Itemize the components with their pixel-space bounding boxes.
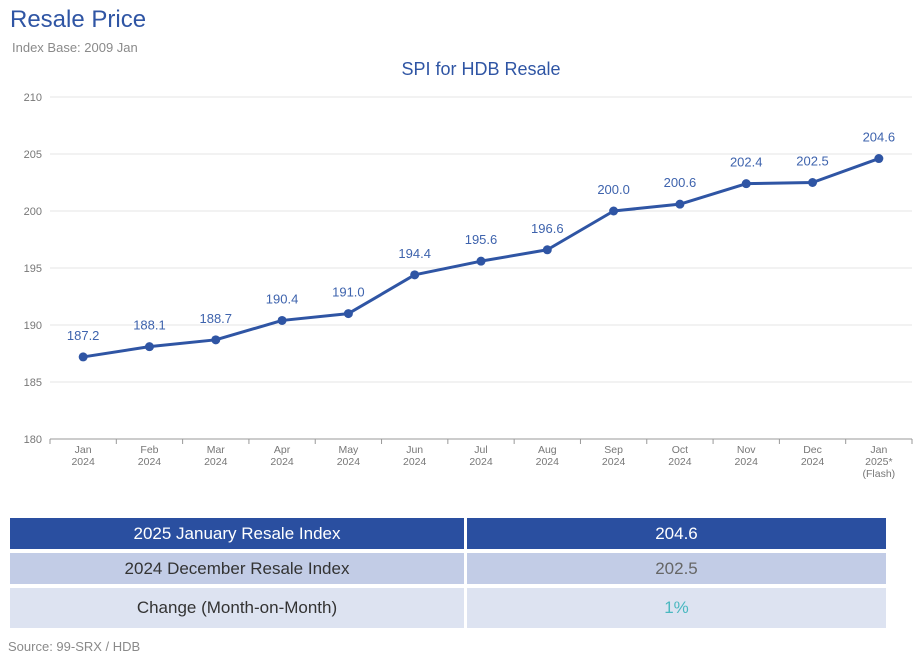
data-point	[144, 342, 154, 352]
x-tick-label: 2024	[602, 456, 626, 468]
data-point	[808, 178, 818, 187]
index-base-subtitle: Index Base: 2009 Jan	[12, 40, 138, 55]
data-label: 191.0	[332, 285, 365, 300]
data-label: 188.1	[133, 318, 166, 333]
x-tick-label: 2024	[469, 456, 493, 468]
x-tick-label: 2024	[138, 456, 162, 468]
data-label: 200.0	[597, 182, 630, 197]
y-tick-label: 195	[24, 263, 42, 275]
data-label: 188.7	[199, 311, 232, 326]
y-tick-label: 200	[24, 206, 42, 218]
x-tick-label: Dec	[803, 444, 822, 456]
data-label: 187.2	[67, 328, 100, 343]
data-point	[277, 315, 287, 325]
data-label: 196.6	[531, 221, 564, 236]
source-note: Source: 99-SRX / HDB	[8, 639, 141, 654]
x-tick-label: 2024	[668, 456, 692, 468]
y-tick-label: 180	[24, 434, 42, 446]
x-tick-label: 2024	[270, 456, 294, 468]
x-tick-label: Jul	[474, 444, 487, 456]
data-point	[476, 256, 486, 266]
resale-index-summary-table: 2025 January Resale Index 204.6 2024 Dec…	[10, 514, 886, 632]
x-tick-label: Mar	[207, 444, 226, 456]
y-tick-label: 185	[24, 377, 42, 389]
x-tick-label: 2024	[801, 456, 825, 468]
x-tick-label: Nov	[737, 444, 756, 456]
current-index-label: 2025 January Resale Index	[10, 518, 467, 549]
data-point	[343, 309, 353, 319]
data-point	[542, 245, 552, 255]
table-row-previous-index: 2024 December Resale Index 202.5	[10, 553, 886, 584]
x-tick-label: 2024	[536, 456, 560, 468]
current-index-value: 204.6	[467, 518, 886, 549]
data-point	[609, 206, 619, 216]
x-tick-label: Sep	[604, 444, 623, 456]
x-tick-label: Jun	[406, 444, 423, 456]
y-tick-label: 210	[24, 92, 42, 104]
data-label: 202.5	[796, 154, 829, 169]
x-tick-label: 2025*	[865, 456, 892, 468]
page-title: Resale Price	[10, 6, 147, 33]
x-tick-label: Oct	[672, 444, 688, 456]
data-point	[211, 335, 221, 345]
data-point	[874, 154, 884, 164]
x-tick-label: Feb	[140, 444, 158, 456]
data-label: 194.4	[398, 246, 431, 261]
x-tick-label: Jan	[75, 444, 92, 456]
data-label: 204.6	[863, 130, 896, 145]
x-tick-label: 2024	[735, 456, 759, 468]
data-point	[410, 270, 420, 280]
data-point	[741, 179, 751, 189]
previous-index-label: 2024 December Resale Index	[10, 553, 467, 584]
data-label: 195.6	[465, 232, 498, 247]
y-tick-label: 205	[24, 149, 42, 161]
x-tick-label: Aug	[538, 444, 557, 456]
change-label: Change (Month-on-Month)	[10, 588, 467, 628]
x-tick-label: Apr	[274, 444, 291, 456]
data-label: 190.4	[266, 291, 299, 306]
x-tick-label: (Flash)	[863, 468, 896, 480]
x-tick-label: 2024	[337, 456, 361, 468]
change-value: 1%	[467, 588, 886, 628]
table-row-change: Change (Month-on-Month) 1%	[10, 588, 886, 628]
x-tick-label: May	[338, 444, 359, 456]
x-tick-label: 2024	[204, 456, 228, 468]
y-tick-label: 190	[24, 320, 42, 332]
data-point	[78, 352, 88, 362]
table-row-current-index: 2025 January Resale Index 204.6	[10, 518, 886, 549]
spi-line-chart: SPI for HDB Resale 180 185 190 195 200 205 210 J…	[24, 59, 913, 480]
previous-index-value: 202.5	[467, 553, 886, 584]
chart-title: SPI for HDB Resale	[401, 59, 560, 79]
data-point	[675, 199, 685, 209]
x-tick-label: 2024	[71, 456, 95, 468]
data-label: 202.4	[730, 155, 763, 170]
x-tick-label: 2024	[403, 456, 427, 468]
data-label: 200.6	[664, 175, 697, 190]
x-tick-label: Jan	[870, 444, 887, 456]
